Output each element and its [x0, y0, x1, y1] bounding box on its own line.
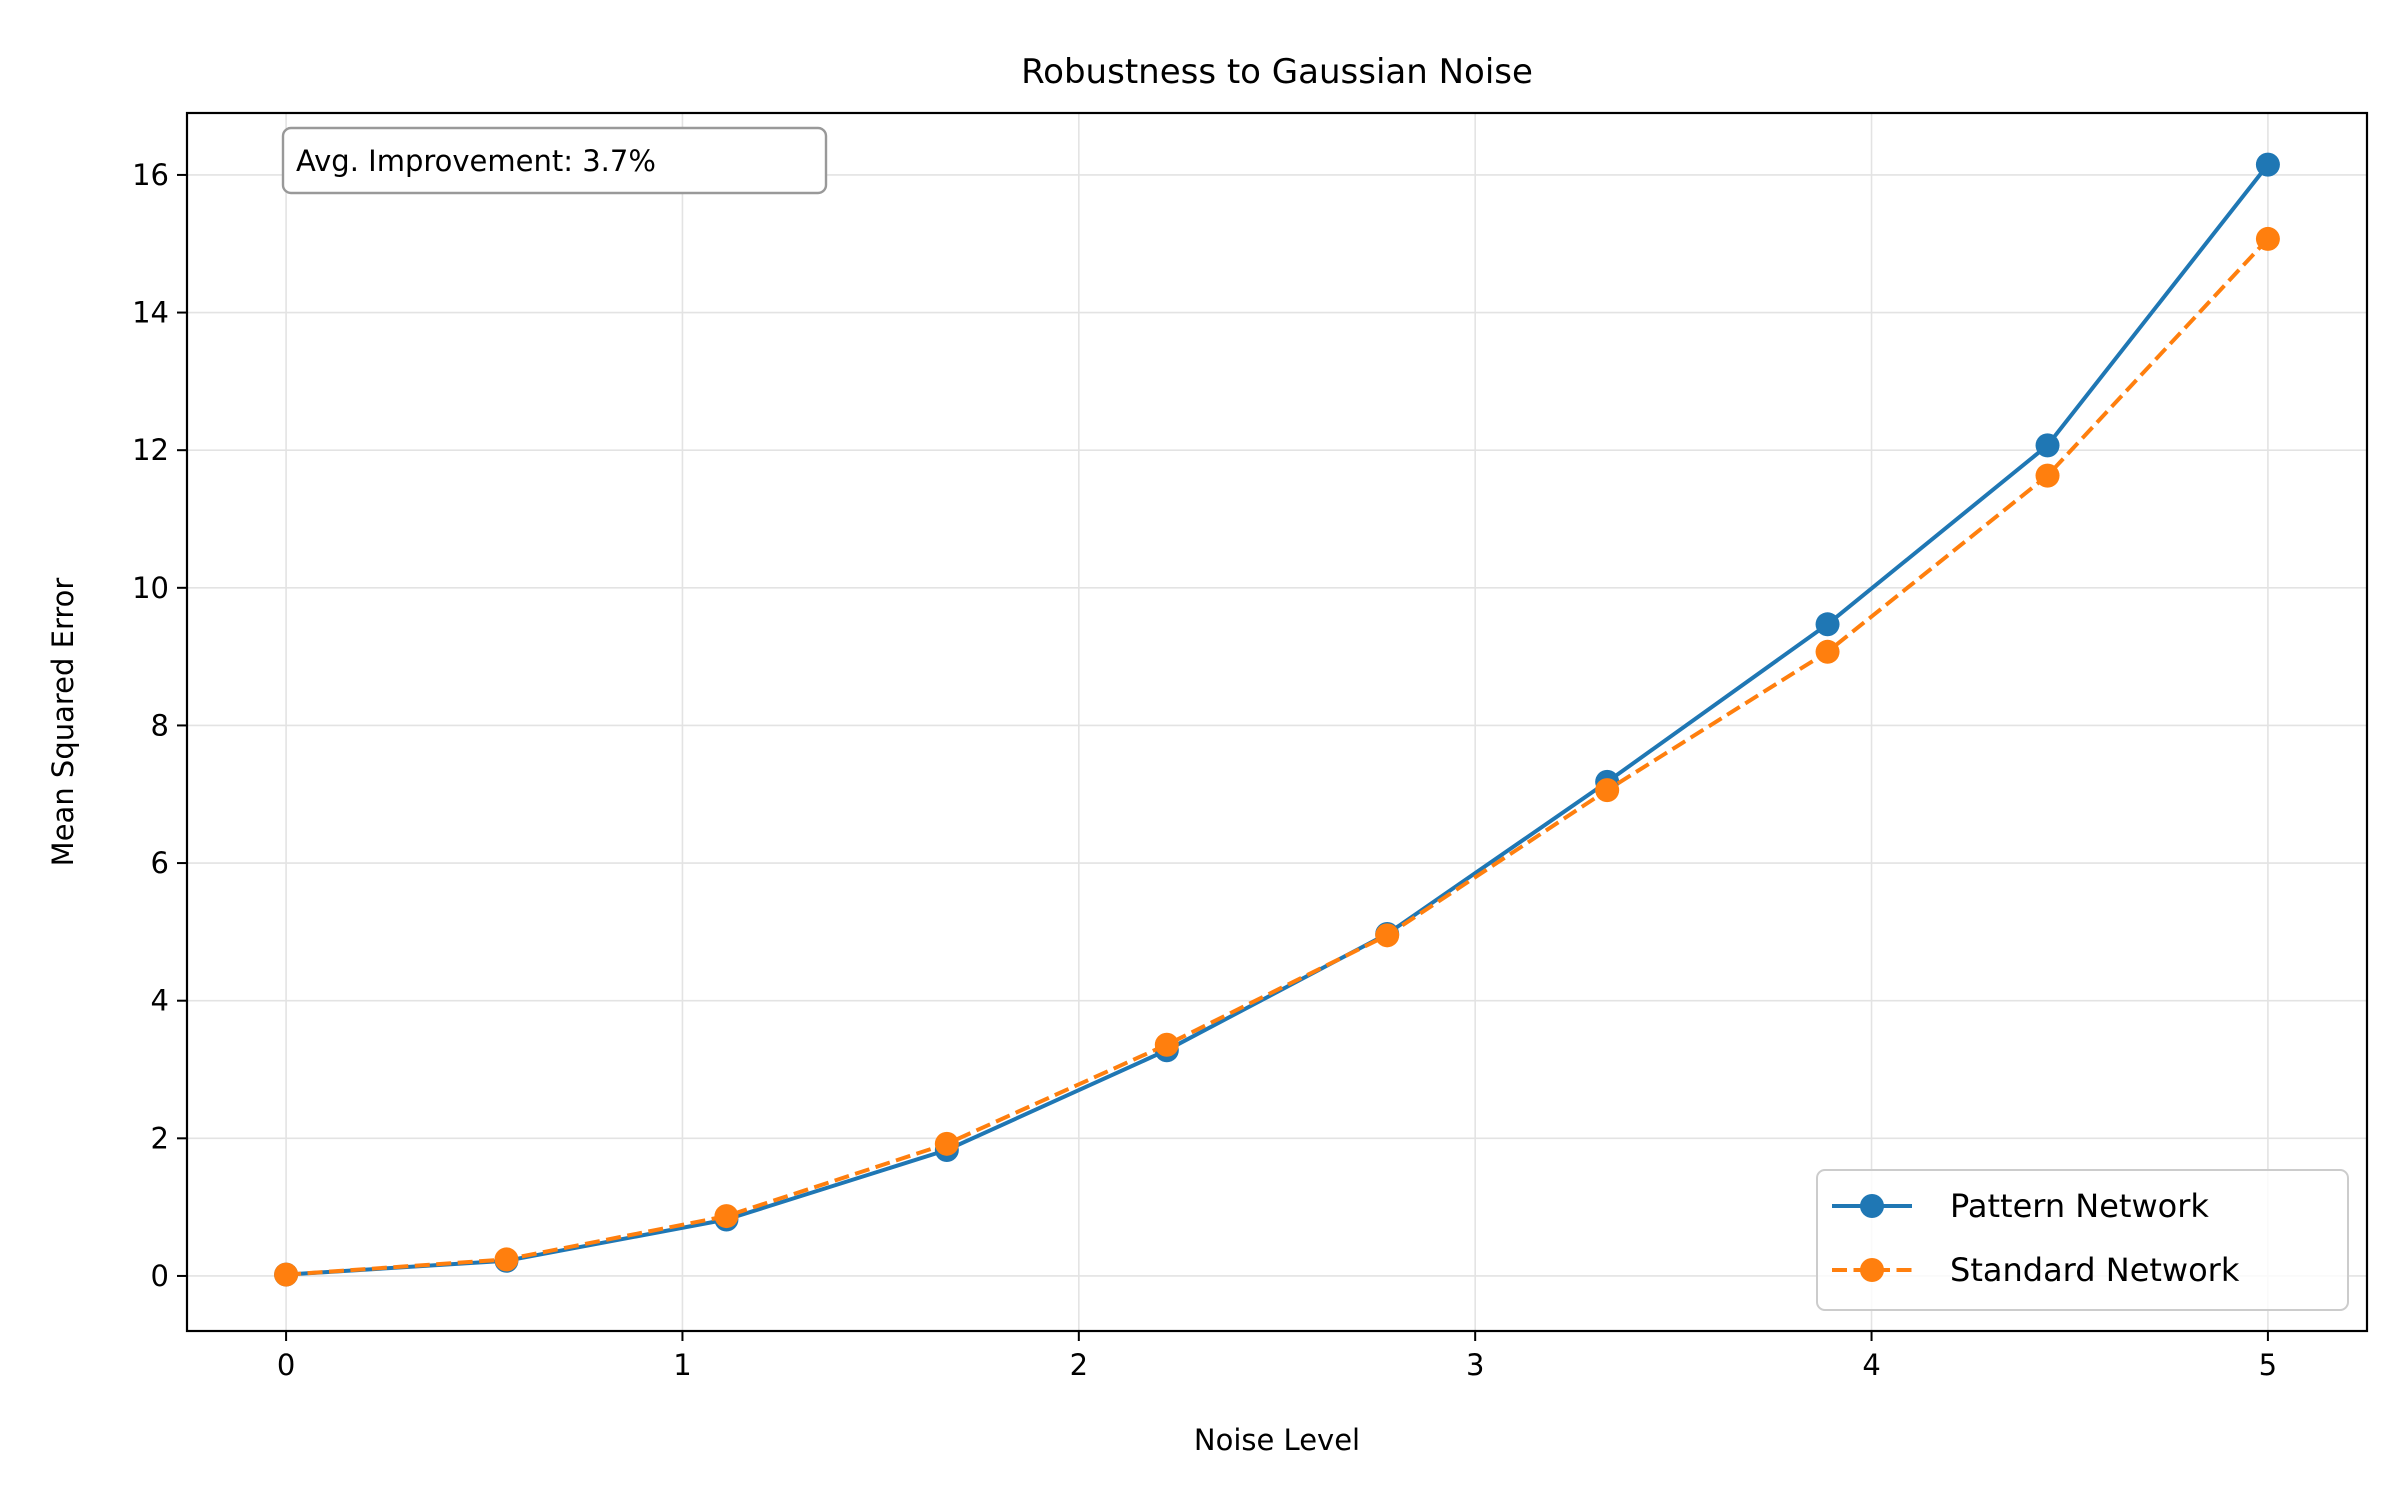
- series-standard-network: [274, 226, 2280, 1287]
- legend-marker-swatch: [1860, 1258, 1884, 1282]
- y-tick-label: 0: [151, 1259, 169, 1293]
- series-line-standard-network: [285, 237, 2270, 1277]
- data-point-pattern-network: [1815, 612, 1840, 637]
- data-point-standard-network: [2035, 463, 2060, 488]
- data-point-standard-network: [1154, 1032, 1179, 1057]
- legend-item-pattern-network: Pattern Network: [1832, 1187, 2209, 1225]
- grid-lines: [187, 113, 2367, 1331]
- data-point-standard-network: [934, 1131, 959, 1156]
- data-point-standard-network: [1375, 923, 1400, 948]
- data-point-standard-network: [1815, 639, 1840, 664]
- data-point-pattern-network: [2255, 152, 2280, 177]
- x-tick-label: 1: [673, 1348, 691, 1382]
- plot-area-frame: [185, 111, 2369, 1333]
- x-tick-label: 0: [277, 1348, 295, 1382]
- y-axis-label: Mean Squared Error: [46, 578, 80, 867]
- chart-title: Robustness to Gaussian Noise: [1021, 52, 1533, 92]
- legend: Pattern Network Standard Network: [1816, 1169, 2349, 1311]
- legend-item-standard-network: Standard Network: [1832, 1251, 2240, 1289]
- annotation-box: Avg. Improvement: 3.7%: [281, 126, 828, 195]
- y-tick-label: 4: [151, 984, 169, 1018]
- y-tick-label: 16: [132, 158, 169, 192]
- y-tick-label: 8: [151, 708, 169, 742]
- y-tick-label: 14: [132, 296, 169, 330]
- legend-frame: [1816, 1169, 2349, 1311]
- y-tick-label: 2: [151, 1121, 169, 1155]
- x-tick-label: 2: [1070, 1348, 1088, 1382]
- data-point-standard-network: [274, 1262, 299, 1287]
- legend-marker-swatch: [1860, 1194, 1884, 1218]
- data-point-standard-network: [1595, 778, 1620, 803]
- series-layer: [274, 152, 2280, 1287]
- x-tick-label: 5: [2259, 1348, 2277, 1382]
- data-point-standard-network: [2255, 226, 2280, 251]
- data-point-pattern-network: [2035, 433, 2060, 458]
- x-tick-label: 4: [1862, 1348, 1880, 1382]
- legend-label: Standard Network: [1950, 1251, 2240, 1289]
- x-tick-label: 3: [1466, 1348, 1484, 1382]
- y-tick-label: 12: [132, 433, 169, 467]
- y-tick-label: 10: [132, 571, 169, 605]
- x-axis-label: Noise Level: [1194, 1423, 1360, 1457]
- annotation-text: Avg. Improvement: 3.7%: [296, 144, 656, 178]
- data-point-standard-network: [714, 1204, 739, 1229]
- legend-label: Pattern Network: [1950, 1187, 2209, 1225]
- data-point-standard-network: [494, 1247, 519, 1272]
- y-tick-label: 6: [151, 846, 169, 880]
- annotation-frame: [281, 126, 828, 195]
